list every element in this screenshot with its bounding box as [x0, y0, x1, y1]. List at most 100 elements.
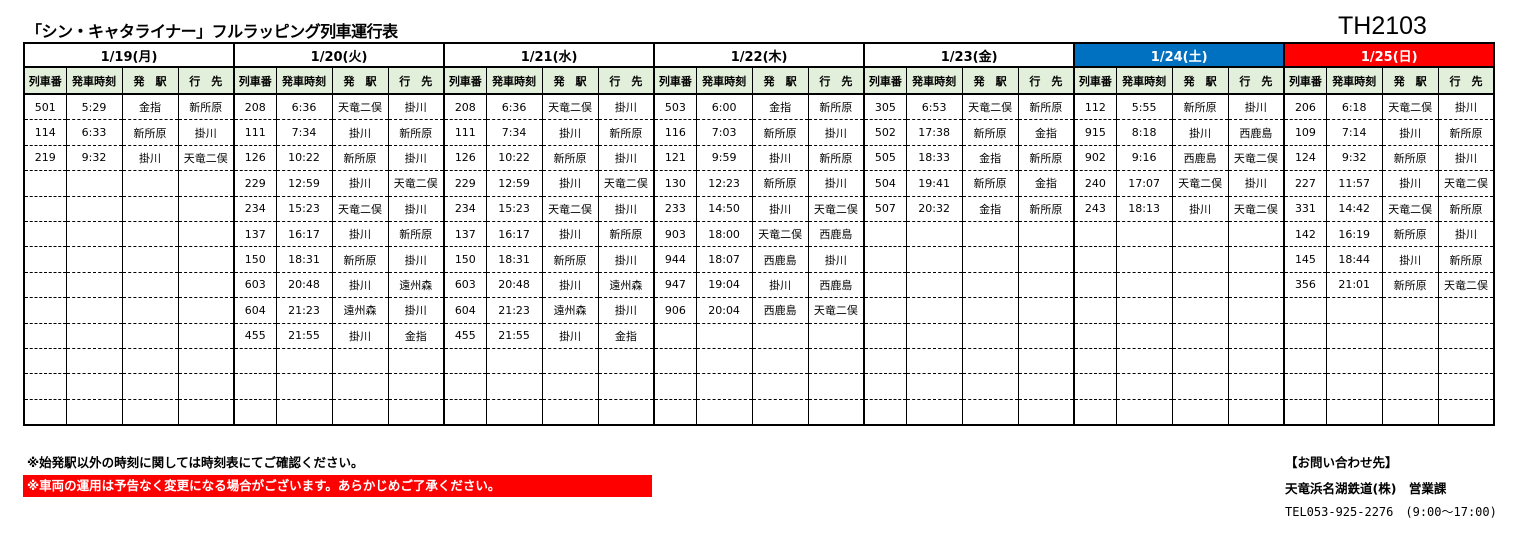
train-number-cell: [653, 399, 697, 427]
destination-cell: [1437, 399, 1496, 427]
table-row: [23, 399, 1496, 427]
train-number-cell: 116: [653, 119, 697, 146]
departure-time-cell: [65, 373, 122, 400]
day-header-row: 1/19(月) 1/20(火) 1/21(水) 1/22(木) 1/23(金) 1/24(…: [22, 42, 1496, 68]
origin-station-cell: 掛川: [331, 170, 389, 197]
origin-station-cell: [1171, 297, 1229, 324]
destination-cell: [1017, 246, 1075, 273]
departure-time-cell: [905, 221, 963, 248]
destination-cell: [1017, 221, 1075, 248]
origin-station-cell: 掛川: [331, 119, 389, 146]
train-number-cell: [863, 246, 907, 273]
column-header: 発 駅: [1381, 67, 1439, 95]
departure-time-cell: [1325, 323, 1383, 349]
departure-time-cell: [905, 272, 963, 299]
origin-station-cell: [1171, 373, 1229, 400]
origin-station-cell: 掛川: [541, 119, 599, 146]
origin-station-cell: [541, 373, 599, 400]
departure-time-cell: [1115, 272, 1173, 299]
destination-cell: 天竜二俣: [1227, 196, 1285, 222]
destination-cell: 遠州森: [597, 272, 655, 299]
destination-cell: 掛川: [387, 246, 445, 273]
train-number-cell: 114: [23, 119, 66, 146]
destination-cell: [807, 348, 865, 375]
train-number-cell: 208: [233, 94, 277, 121]
origin-station-cell: [1171, 221, 1229, 248]
destination-cell: 掛川: [807, 246, 865, 273]
departure-time-cell: 7:14: [1325, 119, 1383, 146]
origin-station-cell: 天竜二俣: [541, 94, 599, 121]
train-number-cell: 227: [1283, 170, 1327, 197]
origin-station-cell: 遠州森: [541, 297, 599, 324]
origin-station-cell: 西鹿島: [751, 246, 809, 273]
train-number-cell: 915: [1073, 119, 1117, 146]
origin-station-cell: [121, 373, 178, 400]
departure-time-cell: 16:17: [485, 221, 543, 248]
departure-time-cell: 11:57: [1325, 170, 1383, 197]
departure-time-cell: [1115, 348, 1173, 375]
origin-station-cell: 金指: [121, 94, 178, 121]
origin-station-cell: 天竜二俣: [751, 221, 809, 248]
train-number-cell: [1283, 348, 1327, 375]
destination-cell: 天竜二俣: [1437, 170, 1496, 197]
departure-time-cell: 14:50: [695, 196, 753, 222]
destination-cell: 天竜二俣: [807, 297, 865, 324]
departure-time-cell: 7:03: [695, 119, 753, 146]
origin-station-cell: 掛川: [541, 272, 599, 299]
departure-time-cell: 19:04: [695, 272, 753, 299]
origin-station-cell: 天竜二俣: [331, 94, 389, 121]
timetable-note: ※始発駅以外の時刻に関しては時刻表にてご確認ください。: [27, 455, 364, 470]
origin-station-cell: 掛川: [541, 323, 599, 349]
departure-time-cell: [905, 399, 963, 427]
train-number-cell: 240: [1073, 170, 1117, 197]
departure-time-cell: 9:16: [1115, 145, 1173, 172]
train-number-cell: [23, 170, 66, 197]
departure-time-cell: 21:55: [485, 323, 543, 349]
destination-cell: [177, 399, 235, 427]
destination-cell: [387, 399, 445, 427]
train-number-cell: 137: [233, 221, 277, 248]
departure-time-cell: [275, 399, 333, 427]
origin-station-cell: 掛川: [751, 272, 809, 299]
origin-station-cell: [331, 399, 389, 427]
origin-station-cell: 新所原: [331, 145, 389, 172]
origin-station-cell: [121, 246, 178, 273]
origin-station-cell: [961, 272, 1019, 299]
destination-cell: 天竜二俣: [597, 170, 655, 197]
destination-cell: [387, 348, 445, 375]
destination-cell: [807, 399, 865, 427]
train-number-cell: 356: [1283, 272, 1327, 299]
table-row: 603 20:48 掛川 遠州森 603 20:48 掛川 遠州森 947 19:04 掛川 西鹿島 3…: [23, 272, 1496, 299]
departure-time-cell: [695, 399, 753, 427]
train-number-cell: [653, 373, 697, 400]
departure-time-cell: 18:33: [905, 145, 963, 172]
day-header: 1/24(土): [1073, 42, 1286, 68]
departure-time-cell: [65, 246, 122, 273]
departure-time-cell: 20:48: [275, 272, 333, 299]
departure-time-cell: [1115, 399, 1173, 427]
origin-station-cell: 掛川: [751, 145, 809, 172]
train-number-cell: [1073, 399, 1117, 427]
origin-station-cell: [961, 323, 1019, 349]
origin-station-cell: 掛川: [1381, 246, 1439, 273]
train-number-cell: 501: [23, 94, 66, 121]
column-header: 列車番: [653, 67, 697, 95]
origin-station-cell: 西鹿島: [751, 297, 809, 324]
origin-station-cell: [961, 297, 1019, 324]
train-number-cell: 206: [1283, 94, 1327, 121]
destination-cell: 遠州森: [387, 272, 445, 299]
train-number-cell: 126: [233, 145, 277, 172]
departure-time-cell: [65, 196, 122, 222]
destination-cell: [177, 221, 235, 248]
departure-time-cell: 6:33: [65, 119, 122, 146]
train-number-cell: [863, 221, 907, 248]
origin-station-cell: 掛川: [541, 221, 599, 248]
destination-cell: 掛川: [597, 94, 655, 121]
origin-station-cell: [1381, 323, 1439, 349]
column-header: 行 先: [177, 67, 235, 95]
train-number-cell: [233, 399, 277, 427]
destination-cell: 金指: [1017, 119, 1075, 146]
column-header: 列車番: [1283, 67, 1327, 95]
origin-station-cell: 掛川: [331, 323, 389, 349]
day-header: 1/22(木): [653, 42, 866, 68]
